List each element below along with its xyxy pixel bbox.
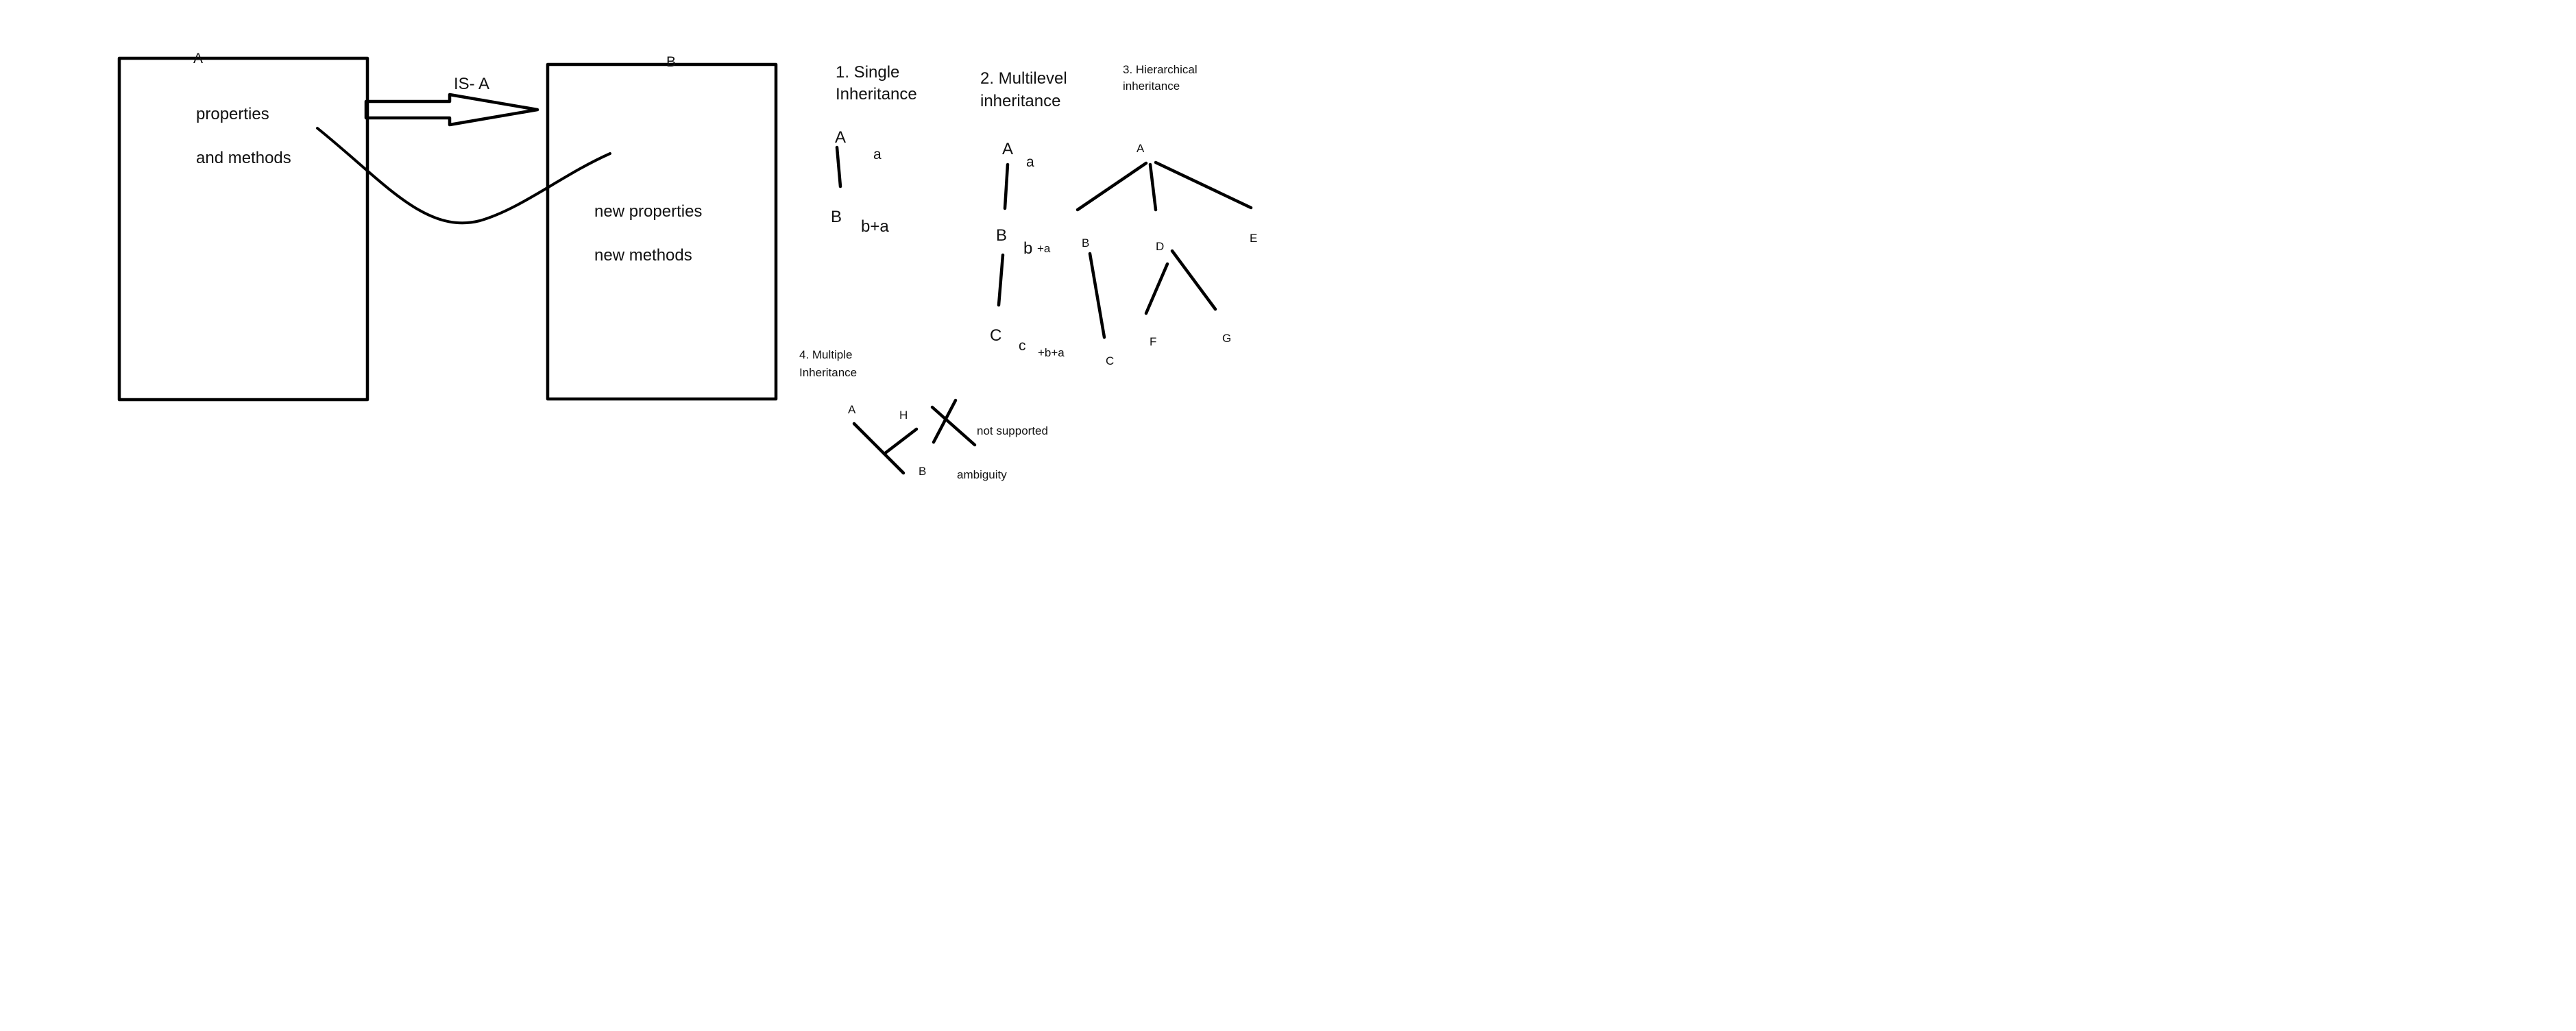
hierarchical-node-a: A [1137,142,1145,155]
multilevel-note-c: c [1019,338,1026,354]
single-inheritance: 1. Single Inheritance A a B b+a [831,63,917,236]
hierarchical-node-c: C [1106,354,1114,367]
single-heading-line1: 1. Single [836,63,899,82]
single-note-b: b+a [861,217,889,236]
single-edge-a-b [835,145,842,189]
hierarchical-edge-d-g [1170,249,1217,311]
multilevel-heading-line1: 2. Multilevel [980,69,1067,88]
hierarchical-edge-a-b [1076,161,1148,212]
multiple-edge-a-b [852,422,906,475]
cross-mark-icon [930,398,977,447]
hierarchical-inheritance: 3. Hierarchical inheritance A B C D E F … [1076,63,1257,367]
box-b-methods-text: new methods [594,246,692,265]
is-a-label: IS- A [454,75,489,93]
multiple-inheritance: 4. Multiple Inheritance A H B not suppor… [799,348,1048,481]
box-a: A properties and methods [117,51,369,402]
hierarchical-node-g: G [1222,332,1231,345]
multilevel-inheritance: 2. Multilevel inheritance A a B b +a C c… [980,69,1067,359]
hierarchical-node-b: B [1082,236,1089,250]
box-b-title: B [666,54,676,70]
single-node-b: B [831,208,842,226]
box-b-frame [546,62,778,401]
multiple-node-b: B [919,465,926,478]
hierarchical-node-e: E [1250,232,1257,245]
multilevel-note-a: a [1026,154,1034,170]
hierarchical-edge-a-d [1148,162,1158,212]
multilevel-note-b: b [1023,239,1032,258]
box-b: B new properties new methods [546,54,778,401]
hierarchical-heading-line2: inheritance [1123,80,1180,93]
multilevel-node-a: A [1002,140,1013,158]
hierarchical-node-f: F [1150,335,1156,348]
single-note-a: a [873,147,882,162]
multilevel-edge-a-b [1003,162,1010,210]
multilevel-heading-line2: inheritance [980,92,1060,110]
multiple-edge-h-b [882,427,919,456]
hierarchical-edge-b-c [1088,252,1106,339]
hierarchical-node-d: D [1156,240,1164,253]
multiple-status-text: not supported [977,424,1048,437]
multilevel-note-b-extra: +a [1037,242,1051,255]
hierarchical-edge-a-e [1154,160,1253,210]
multiple-heading-line2: Inheritance [799,366,857,379]
box-a-title: A [193,51,203,66]
multiple-node-a: A [848,403,856,416]
box-a-frame [117,56,369,402]
multilevel-edge-b-c [997,253,1005,307]
hierarchical-heading-line1: 3. Hierarchical [1123,63,1198,76]
multiple-node-h: H [899,409,908,422]
multilevel-node-b: B [996,226,1007,245]
is-a-arrow: IS- A [364,75,539,127]
is-a-arrow-shape [364,93,539,127]
single-heading-line2: Inheritance [836,85,917,104]
multiple-heading-line1: 4. Multiple [799,348,852,361]
multilevel-node-c: C [990,326,1001,345]
box-a-properties-text: properties [196,105,269,123]
hierarchical-edge-d-f [1144,262,1169,315]
connector-curve [316,127,611,225]
box-b-properties-text: new properties [594,202,702,221]
multilevel-note-c-extra: +b+a [1038,346,1065,359]
single-node-a: A [835,128,846,147]
box-a-methods-text: and methods [196,149,291,167]
multiple-reason-text: ambiguity [957,468,1007,481]
